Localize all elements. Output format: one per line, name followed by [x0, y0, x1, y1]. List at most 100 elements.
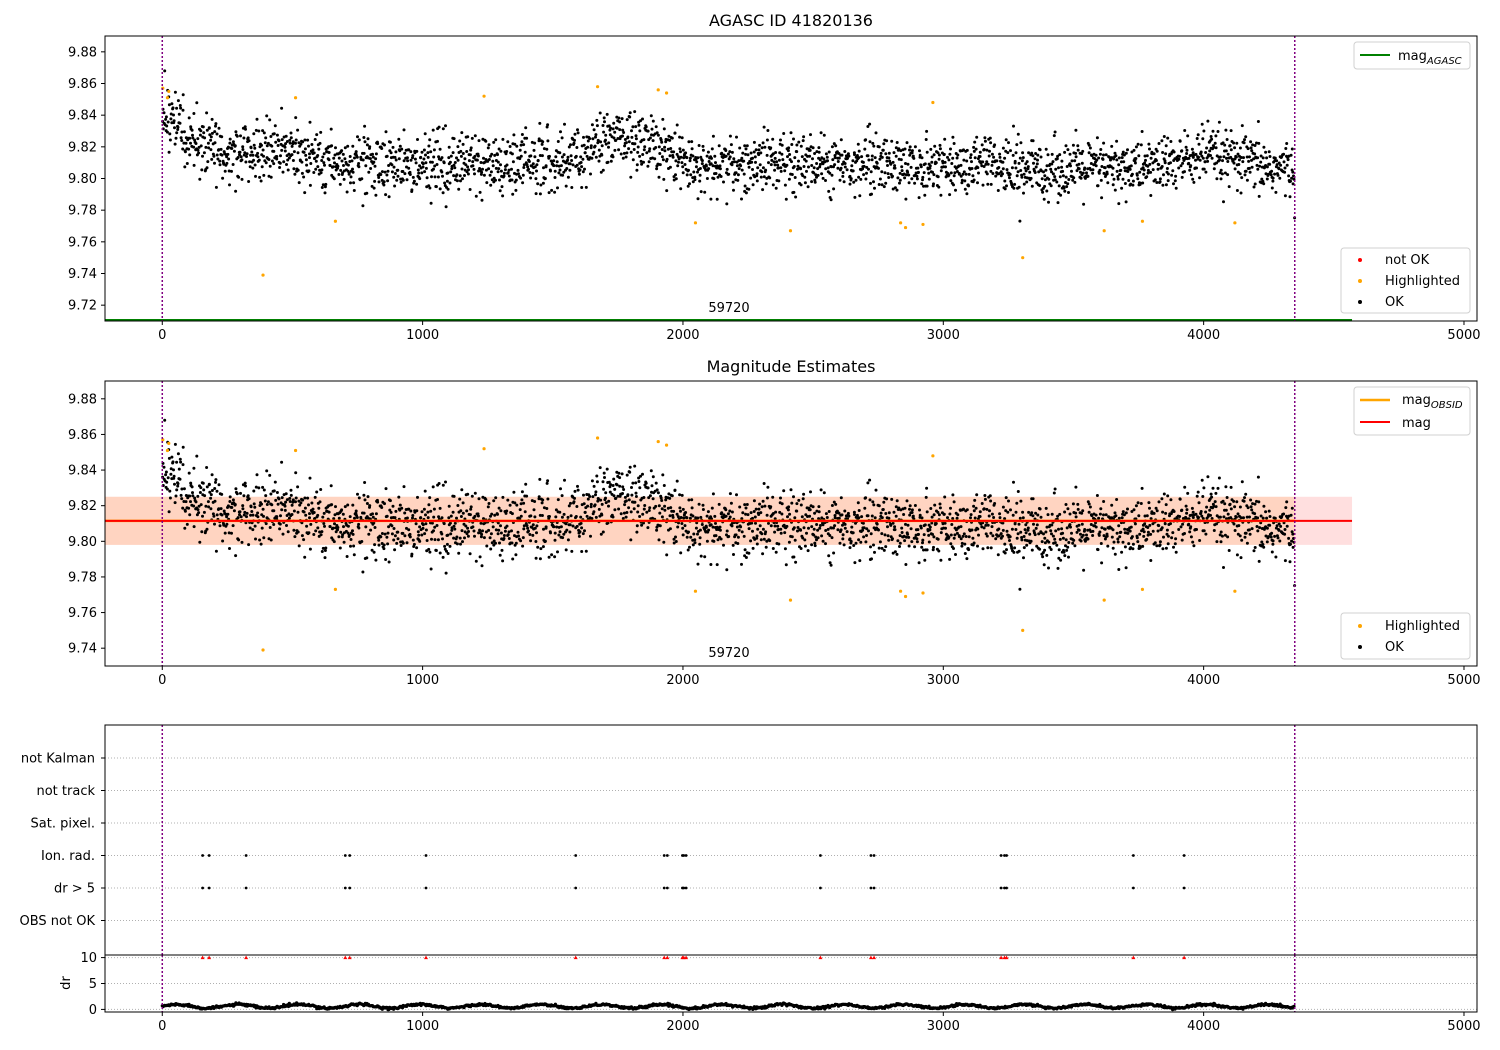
ok-point: [478, 190, 482, 194]
ok-point: [433, 164, 437, 168]
ok-point: [740, 168, 744, 172]
ok-point: [728, 134, 732, 138]
ok-point: [270, 144, 274, 148]
ok-point: [621, 485, 625, 489]
ok-point: [1050, 152, 1054, 156]
ok-point: [716, 538, 720, 542]
ok-point: [985, 534, 989, 538]
ok-point: [492, 499, 496, 503]
ok-point: [499, 531, 503, 535]
ok-point: [663, 149, 667, 153]
ok-point: [475, 158, 479, 162]
ok-point: [553, 190, 557, 194]
ok-point: [1140, 130, 1144, 133]
ok-point: [387, 560, 391, 564]
ok-point: [469, 507, 473, 511]
ok-point: [1049, 548, 1053, 551]
ok-point: [947, 158, 951, 162]
ok-point: [1228, 144, 1232, 148]
ok-point: [349, 181, 352, 185]
ok-point: [1110, 144, 1114, 148]
ok-point: [861, 528, 865, 532]
ok-point: [613, 508, 617, 512]
ok-point: [882, 185, 886, 189]
ok-point: [1009, 149, 1012, 153]
ok-point: [423, 170, 427, 174]
ok-point: [522, 524, 526, 528]
ok-point: [167, 150, 171, 154]
ok-point: [1057, 184, 1061, 188]
ok-point: [357, 162, 361, 165]
ok-point: [498, 553, 502, 557]
ok-point: [323, 556, 327, 560]
ok-point: [1072, 176, 1076, 180]
ok-point: [343, 146, 347, 150]
ok-point: [319, 130, 323, 134]
ok-point: [189, 141, 192, 145]
ok-point: [629, 538, 633, 542]
ok-point: [862, 164, 866, 168]
ok-point: [380, 532, 384, 535]
ok-point: [565, 167, 569, 170]
ok-point: [406, 159, 410, 163]
ok-point: [1133, 522, 1137, 526]
ok-point: [436, 498, 439, 501]
ok-point: [942, 512, 946, 516]
ok-point: [629, 510, 633, 514]
ok-point: [889, 162, 893, 166]
ok-point: [813, 152, 817, 155]
ok-point: [668, 154, 672, 158]
ok-point: [884, 181, 888, 185]
ok-point: [881, 148, 885, 152]
ok-point: [323, 524, 326, 528]
ok-point: [306, 496, 310, 500]
ok-point: [989, 182, 993, 186]
ok-point: [1019, 499, 1023, 503]
ok-point: [789, 131, 793, 135]
ok-point: [1157, 142, 1161, 145]
ok-point: [478, 528, 482, 532]
ok-point: [573, 132, 577, 136]
ok-point: [907, 181, 911, 185]
ok-point: [810, 525, 814, 529]
ok-point: [1116, 177, 1120, 181]
ok-point: [855, 513, 859, 517]
ok-point: [310, 501, 314, 505]
ok-point: [822, 491, 826, 495]
ok-point: [544, 525, 548, 529]
ok-point: [1003, 179, 1007, 183]
ok-point: [1119, 168, 1123, 172]
ok-point: [512, 490, 516, 494]
ok-point: [485, 181, 489, 185]
ok-point: [631, 481, 635, 485]
ok-point: [1124, 151, 1128, 155]
ok-point: [348, 515, 352, 519]
ok-point: [264, 494, 268, 498]
ok-point: [1047, 540, 1051, 544]
ok-point: [642, 148, 646, 152]
ok-point: [924, 495, 928, 499]
ok-point: [910, 177, 914, 181]
ok-point: [1003, 551, 1007, 555]
ok-point: [599, 532, 603, 536]
ok-point: [998, 152, 1002, 156]
ok-point: [1032, 522, 1035, 526]
ok-point: [712, 177, 716, 181]
ok-point: [191, 133, 194, 137]
ok-point: [498, 541, 501, 545]
ok-point: [466, 172, 470, 176]
ok-point: [601, 480, 605, 484]
ok-point: [1101, 157, 1105, 161]
ok-point: [777, 528, 781, 531]
ok-point: [519, 143, 523, 147]
agasc-legend-bottom: not OK Highlighted OK: [1340, 247, 1471, 314]
ok-point: [1144, 158, 1147, 162]
ok-point: [817, 146, 821, 150]
ok-point: [1057, 548, 1061, 552]
ok-point: [949, 533, 953, 537]
ok-point: [921, 175, 925, 179]
ok-point: [183, 165, 187, 169]
ok-point: [985, 507, 989, 511]
ok-point: [898, 541, 902, 545]
ok-point: [351, 144, 355, 148]
